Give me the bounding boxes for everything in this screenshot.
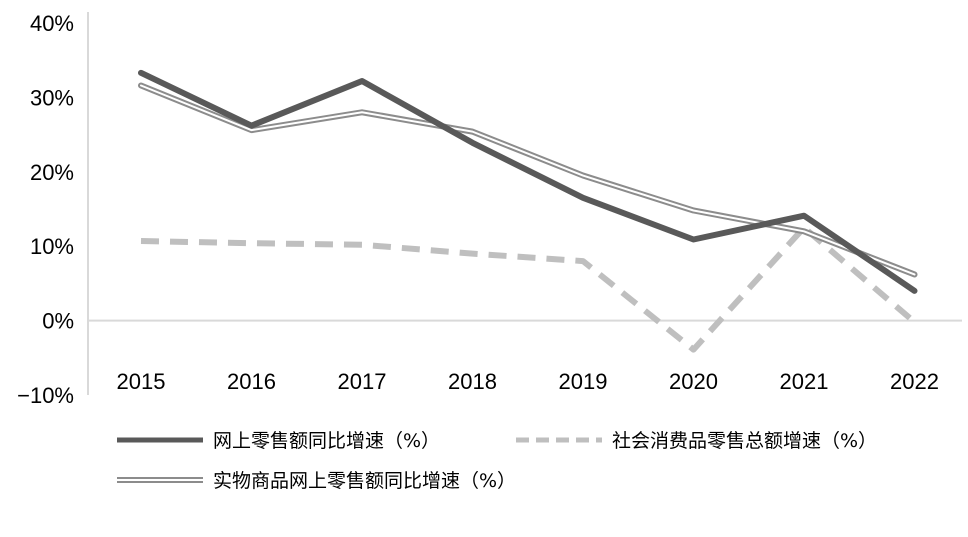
x-tick-labels: 2015 2016 2017 2018 2019 2020 2021 2022 (117, 369, 939, 394)
y-tick-label: 10% (30, 234, 74, 259)
series-line-physical-goods-inner (140, 84, 916, 276)
y-tick-label: 30% (30, 85, 74, 110)
series-line-retail-sales (140, 224, 917, 353)
legend-label: 网上零售额同比增速（%） (213, 430, 440, 452)
series-line-online-retail (138, 69, 918, 294)
x-tick-label: 2018 (448, 369, 497, 394)
axes (87, 12, 962, 395)
legend-label: 社会消费品零售总额增速（%） (612, 430, 877, 452)
y-tick-label: 40% (30, 11, 74, 36)
y-tick-labels: −10% 0% 10% 20% 30% 40% (17, 11, 74, 408)
y-tick-label: −10% (17, 383, 74, 408)
x-tick-label: 2015 (117, 369, 166, 394)
x-tick-label: 2016 (227, 369, 276, 394)
x-tick-label: 2020 (669, 369, 718, 394)
y-tick-label: 0% (42, 309, 74, 334)
x-tick-label: 2021 (780, 369, 829, 394)
y-tick-label: 20% (30, 160, 74, 185)
series-lines (138, 69, 918, 353)
x-tick-label: 2019 (559, 369, 608, 394)
legend-label: 实物商品网上零售额同比增速（%） (213, 470, 516, 492)
x-tick-label: 2022 (890, 369, 939, 394)
x-tick-label: 2017 (338, 369, 387, 394)
legend: 网上零售额同比增速（%） 社会消费品零售总额增速（%） 实物商品网上零售额同比增速（… (117, 430, 877, 492)
